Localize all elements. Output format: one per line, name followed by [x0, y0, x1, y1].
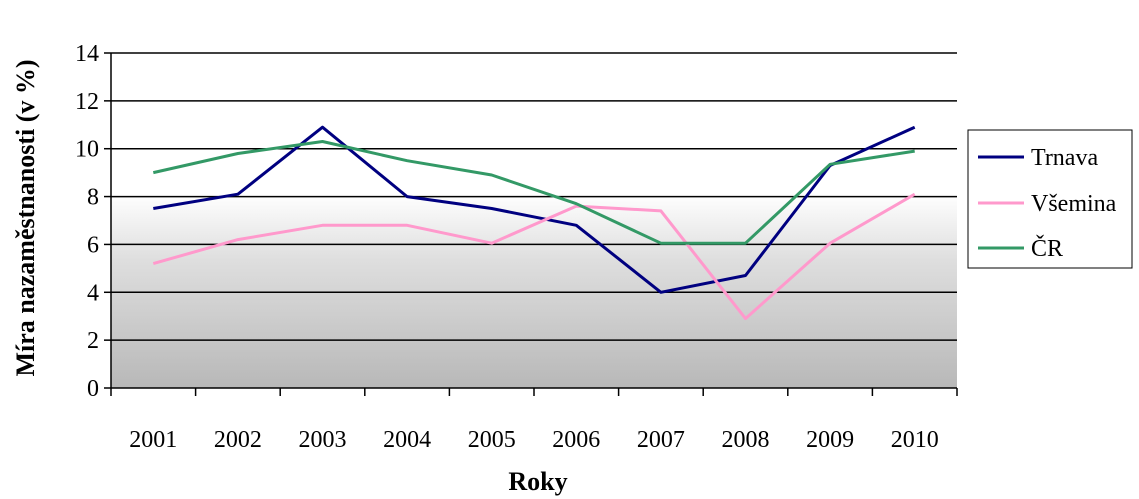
y-axis-title: Míra nazaměstnanosti (v %) — [11, 59, 40, 376]
axes — [110, 53, 958, 396]
y-tick-label: 6 — [87, 232, 99, 258]
x-tick-label: 2007 — [637, 427, 685, 453]
x-tick-label: 2008 — [722, 427, 770, 453]
x-tick-label: 2002 — [214, 427, 262, 453]
series-lines — [152, 125, 916, 321]
x-tick-label: 2006 — [552, 427, 600, 453]
legend-box — [967, 129, 1133, 269]
series-line-Všemina — [152, 192, 916, 321]
x-tick-label: 2004 — [383, 427, 431, 453]
y-tick-label: 0 — [87, 376, 99, 402]
legend-label: Všemina — [1031, 191, 1117, 217]
x-tick-label: 2003 — [299, 427, 347, 453]
series-line-Trnava — [153, 125, 916, 294]
y-tick-label: 10 — [75, 137, 99, 163]
x-tick-label: 2009 — [806, 427, 854, 453]
x-axis-title: Roky — [508, 467, 567, 496]
y-tick-labels: 0 2 4 6 8 10 12 14 — [75, 41, 99, 402]
x-tick-label: 2010 — [891, 427, 939, 453]
legend-label: ČR — [1031, 235, 1063, 262]
x-tick-label: 2005 — [468, 427, 516, 453]
grid-lines — [104, 52, 957, 389]
plot-area — [111, 53, 957, 388]
x-tick-label: 2001 — [129, 427, 177, 453]
y-tick-label: 4 — [87, 280, 99, 306]
x-tick-labels: 2001 2002 2003 2004 2005 2006 2007 2008 2009 2010 — [129, 427, 938, 453]
legend-label: Trnava — [1031, 145, 1098, 171]
y-tick-label: 2 — [87, 328, 99, 354]
legend: Trnava Všemina ČR — [967, 129, 1133, 269]
y-tick-label: 8 — [87, 185, 99, 211]
series-line-ČR — [152, 140, 915, 245]
y-tick-label: 14 — [75, 41, 99, 67]
y-tick-label: 12 — [75, 89, 99, 115]
